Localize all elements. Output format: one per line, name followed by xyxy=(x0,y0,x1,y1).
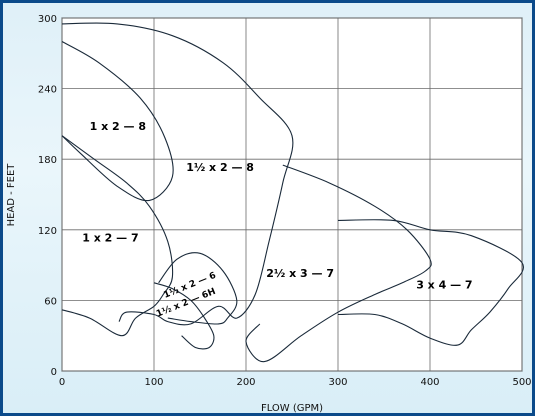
x-tick-label: 100 xyxy=(144,377,163,388)
x-tick-label: 400 xyxy=(420,377,439,388)
region-label: 3 x 4 — 7 xyxy=(416,279,472,292)
grid-lines xyxy=(61,17,523,372)
y-tick-label: 0 xyxy=(51,367,57,378)
region-label: 2½ x 3 — 7 xyxy=(266,267,334,280)
pump-curves xyxy=(61,22,524,363)
region-label: 1½ x 2 — 8 xyxy=(186,161,254,174)
region-label: 1 x 2 — 8 xyxy=(90,120,146,133)
x-tick-label: 0 xyxy=(59,377,65,388)
plot-area xyxy=(61,17,523,372)
pump-curve-outline xyxy=(153,282,215,350)
y-tick-label: 300 xyxy=(38,14,57,25)
pump-curve-outline xyxy=(158,252,238,325)
region-label: 1 x 2 — 7 xyxy=(82,232,138,245)
y-tick-label: 60 xyxy=(44,296,57,307)
y-tick-label: 180 xyxy=(38,155,57,166)
x-tick-label: 200 xyxy=(236,377,255,388)
pump-curve-outline xyxy=(61,41,174,202)
x-tick-label: 300 xyxy=(328,377,347,388)
x-axis-label: FLOW (GPM) xyxy=(261,403,323,414)
y-tick-label: 120 xyxy=(38,226,57,237)
x-tick-label: 500 xyxy=(512,377,531,388)
pump-curve-outline xyxy=(61,22,294,326)
pump-curve-outline xyxy=(337,219,524,346)
y-axis-label: HEAD - FEET xyxy=(6,163,17,227)
y-tick-label: 240 xyxy=(38,85,57,96)
x-axis-ticks: 0 100 200 300 400 500 xyxy=(59,377,532,388)
y-axis-ticks: 0 60 120 180 240 300 xyxy=(38,14,57,378)
pump-curve-outline xyxy=(245,164,432,363)
